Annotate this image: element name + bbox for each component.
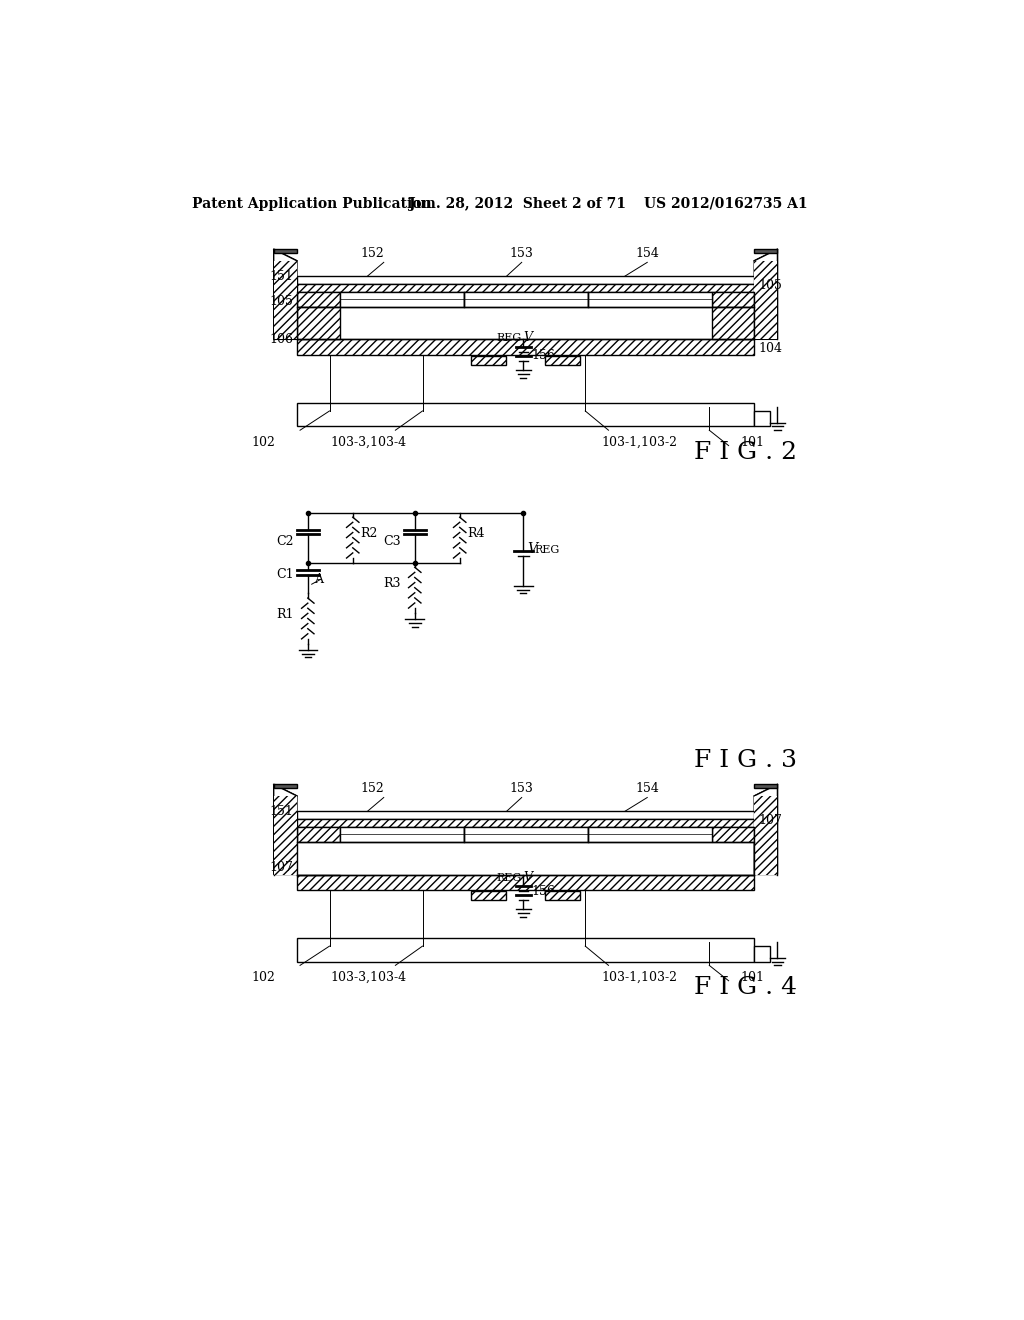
Bar: [297, 284, 755, 292]
Text: V: V: [527, 543, 538, 557]
Text: F I G . 3: F I G . 3: [693, 748, 797, 772]
Bar: [588, 826, 712, 842]
Bar: [297, 939, 755, 961]
Bar: [545, 355, 580, 364]
Bar: [297, 276, 755, 284]
Bar: [471, 891, 506, 900]
Bar: [471, 355, 506, 364]
Bar: [464, 826, 588, 842]
Bar: [755, 261, 777, 339]
Text: 156: 156: [531, 350, 555, 363]
Text: 153: 153: [510, 783, 534, 795]
Bar: [588, 292, 712, 308]
Polygon shape: [755, 249, 777, 339]
Bar: [297, 826, 340, 842]
Bar: [297, 812, 755, 818]
Text: F I G . 4: F I G . 4: [693, 975, 797, 999]
Text: 105: 105: [269, 294, 293, 308]
Text: C3: C3: [383, 535, 400, 548]
Bar: [712, 292, 755, 308]
Text: 154: 154: [635, 247, 659, 260]
Text: REG: REG: [497, 333, 521, 343]
Text: 101: 101: [740, 436, 764, 449]
Text: 103-3,103-4: 103-3,103-4: [330, 436, 407, 449]
Polygon shape: [755, 784, 777, 875]
Text: C2: C2: [276, 535, 294, 548]
Bar: [273, 261, 297, 339]
Bar: [755, 249, 777, 253]
Text: 102: 102: [252, 436, 275, 449]
Text: 152: 152: [360, 783, 384, 795]
Text: Patent Application Publication: Patent Application Publication: [191, 197, 431, 211]
Bar: [297, 292, 340, 308]
Bar: [755, 411, 770, 426]
Text: Jun. 28, 2012  Sheet 2 of 71: Jun. 28, 2012 Sheet 2 of 71: [409, 197, 626, 211]
Bar: [273, 796, 297, 875]
Text: C1: C1: [276, 568, 294, 581]
Text: V: V: [523, 871, 532, 883]
Text: 102: 102: [252, 970, 275, 983]
Text: 152: 152: [360, 247, 384, 260]
Polygon shape: [273, 249, 297, 339]
Bar: [755, 946, 770, 961]
Bar: [755, 796, 777, 875]
Text: 101: 101: [740, 970, 764, 983]
Text: A: A: [314, 573, 323, 586]
Text: R2: R2: [360, 527, 378, 540]
Text: 151: 151: [269, 271, 293, 282]
Text: R1: R1: [276, 609, 294, 622]
Text: REG: REG: [497, 873, 521, 883]
Bar: [545, 891, 580, 900]
Text: 153: 153: [510, 247, 534, 260]
Text: 103-1,103-2: 103-1,103-2: [601, 970, 678, 983]
Text: 104: 104: [758, 342, 782, 355]
Text: 105: 105: [758, 280, 782, 292]
Text: 107: 107: [269, 861, 293, 874]
Bar: [755, 784, 777, 788]
Text: F I G . 2: F I G . 2: [693, 441, 797, 463]
Bar: [297, 339, 755, 355]
Bar: [340, 292, 464, 308]
Text: R4: R4: [467, 527, 485, 540]
Bar: [297, 404, 755, 426]
Bar: [297, 308, 340, 339]
Bar: [273, 784, 297, 788]
Bar: [273, 249, 297, 253]
Text: 154: 154: [635, 783, 659, 795]
Bar: [297, 818, 755, 826]
Text: 107: 107: [758, 814, 782, 828]
Text: R3: R3: [383, 577, 400, 590]
Bar: [712, 826, 755, 842]
Text: 106: 106: [269, 333, 293, 346]
Bar: [712, 308, 755, 339]
Text: 156: 156: [531, 884, 555, 898]
Bar: [464, 292, 588, 308]
Text: 151: 151: [269, 805, 293, 818]
Text: US 2012/0162735 A1: US 2012/0162735 A1: [644, 197, 808, 211]
Bar: [340, 826, 464, 842]
Text: 103-1,103-2: 103-1,103-2: [601, 436, 678, 449]
Text: REG: REG: [535, 545, 560, 556]
Bar: [297, 875, 755, 890]
Polygon shape: [273, 784, 297, 875]
Text: V: V: [523, 331, 532, 345]
Text: 103-3,103-4: 103-3,103-4: [330, 970, 407, 983]
